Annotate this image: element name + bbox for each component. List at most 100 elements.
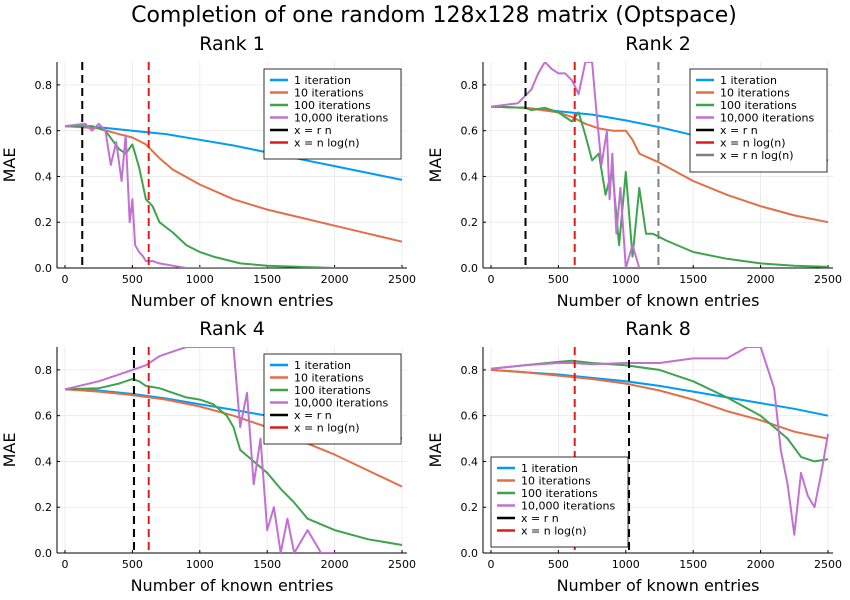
chart-title: Rank 4 — [199, 318, 265, 340]
x-tick-label: 2500 — [814, 558, 842, 571]
legend-label: 10 iterations — [294, 372, 364, 385]
legend-label: x = n log(n) — [521, 525, 587, 538]
y-tick-label: 0.4 — [461, 170, 479, 183]
y-tick-label: 0.8 — [461, 79, 479, 92]
legend-label: 10,000 iterations — [294, 397, 388, 410]
series-line — [64, 347, 335, 553]
x-axis-label: Number of known entries — [557, 291, 760, 310]
x-tick-label: 2000 — [321, 558, 349, 571]
plot-area — [490, 62, 829, 268]
legend-label: x = n log(n) — [294, 137, 360, 150]
y-tick-label: 0.6 — [35, 125, 53, 138]
x-tick-label: 0 — [62, 558, 69, 571]
legend-label: 1 iteration — [521, 462, 578, 475]
plot-area — [64, 62, 403, 268]
legend-label: 10 iterations — [294, 87, 364, 100]
y-axis-label: MAE — [0, 148, 19, 183]
x-tick-label: 500 — [548, 558, 569, 571]
y-tick-label: 0.6 — [461, 410, 479, 423]
legend-label: x = n log(n) — [294, 422, 360, 435]
x-tick-label: 1500 — [253, 558, 281, 571]
legend-box — [263, 68, 402, 160]
x-tick-label: 2000 — [747, 558, 775, 571]
legend-box — [490, 456, 629, 548]
series-line — [64, 378, 403, 546]
y-tick-label: 0.8 — [35, 364, 53, 377]
legend-label: 100 iterations — [294, 99, 371, 112]
y-tick-label: 0.4 — [35, 455, 53, 468]
series-line — [490, 105, 829, 224]
x-tick-label: 1500 — [253, 273, 281, 286]
y-tick-label: 0.2 — [35, 216, 53, 229]
series-line — [65, 125, 402, 268]
y-tick-label: 0.4 — [461, 455, 479, 468]
legend-label: 100 iterations — [294, 384, 371, 397]
x-tick-label: 1000 — [186, 558, 214, 571]
x-tick-label: 1000 — [612, 558, 640, 571]
legend-label: 10,000 iterations — [521, 500, 615, 513]
panels: 0 500 1000 1500 2000 2500 0.0 0.2 0.4 0.6 0.8 Rank … — [0, 33, 842, 595]
legend-label: 10 iterations — [521, 475, 591, 488]
y-axis-label: MAE — [0, 433, 19, 468]
y-tick-label: 0.4 — [35, 170, 53, 183]
series-line — [64, 388, 403, 488]
x-tick-label: 500 — [548, 273, 569, 286]
x-tick-label: 1000 — [612, 273, 640, 286]
x-tick-label: 2000 — [747, 273, 775, 286]
x-tick-label: 2500 — [388, 273, 416, 286]
y-tick-label: 0.0 — [35, 262, 53, 275]
x-tick-label: 1000 — [186, 273, 214, 286]
legend-label: x = n log(n) — [720, 137, 786, 150]
legend-label: 100 iterations — [521, 487, 598, 500]
y-tick-label: 0.0 — [35, 547, 53, 560]
y-tick-label: 0.6 — [35, 410, 53, 423]
y-tick-label: 0.2 — [461, 216, 479, 229]
y-tick-label: 0.0 — [461, 547, 479, 560]
x-tick-label: 2500 — [388, 558, 416, 571]
y-tick-label: 0.8 — [461, 364, 479, 377]
y-tick-label: 0.0 — [461, 262, 479, 275]
chart-title: Rank 2 — [625, 33, 691, 55]
series-line — [64, 122, 268, 268]
x-tick-label: 2500 — [814, 273, 842, 286]
x-tick-label: 2000 — [321, 273, 349, 286]
y-tick-label: 0.2 — [461, 501, 479, 514]
legend-label: 10 iterations — [720, 87, 790, 100]
x-axis-label: Number of known entries — [557, 576, 760, 595]
chart-panel: 0 500 1000 1500 2000 2500 0.0 0.2 0.4 0.6 0.8 Rank … — [426, 33, 842, 310]
plot-area — [64, 347, 403, 553]
plot-area — [490, 347, 829, 553]
chart-panel: 0 500 1000 1500 2000 2500 0.0 0.2 0.4 0.6 0.8 Rank … — [426, 318, 842, 595]
legend-label: x = r n — [294, 409, 332, 422]
x-axis-label: Number of known entries — [131, 291, 334, 310]
x-tick-label: 500 — [122, 558, 143, 571]
series-line — [64, 125, 403, 243]
series-line — [490, 359, 829, 463]
chart-title: Rank 8 — [625, 318, 691, 340]
x-tick-label: 1500 — [679, 273, 707, 286]
legend-label: 1 iteration — [720, 74, 777, 87]
series-line — [490, 62, 641, 268]
legend-label: 10,000 iterations — [294, 112, 388, 125]
x-tick-label: 1500 — [679, 558, 707, 571]
x-tick-label: 0 — [488, 273, 495, 286]
legend-label: 1 iteration — [294, 359, 351, 372]
x-tick-label: 0 — [62, 273, 69, 286]
x-axis-label: Number of known entries — [131, 576, 334, 595]
legend-box — [263, 353, 402, 445]
chart-title: Rank 1 — [199, 33, 265, 55]
x-tick-label: 500 — [122, 273, 143, 286]
y-tick-label: 0.2 — [35, 501, 53, 514]
figure-title: Completion of one random 128x128 matrix … — [131, 3, 737, 28]
chart-panel: 0 500 1000 1500 2000 2500 0.0 0.2 0.4 0.6 0.8 Rank … — [0, 318, 416, 595]
legend-label: 10,000 iterations — [720, 112, 814, 125]
chart-panel: 0 500 1000 1500 2000 2500 0.0 0.2 0.4 0.6 0.8 Rank … — [0, 33, 416, 310]
series-line — [64, 125, 403, 181]
legend-label: x = r n — [294, 124, 332, 137]
x-tick-label: 0 — [488, 558, 495, 571]
